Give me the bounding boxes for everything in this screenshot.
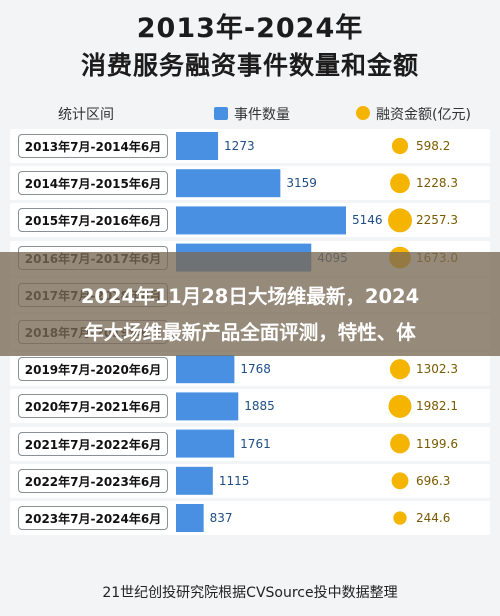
amount-dot: [391, 137, 409, 155]
amount-value-label: 1982.1: [416, 399, 458, 414]
amount-value-label: 244.6: [416, 511, 451, 525]
amount-value-label: 696.3: [416, 473, 451, 488]
period-label: 2013年7月-2014年6月: [18, 134, 168, 158]
count-bar: [176, 466, 213, 495]
headline-overlay: [0, 252, 500, 356]
amount-value-label: 2257.3: [416, 213, 458, 228]
period-label: 2022年7月-2023年6月: [18, 468, 168, 493]
chart-subtitle: 消费服务融资事件数量和金额: [80, 51, 419, 80]
legend-amount-swatch: [356, 106, 370, 120]
amount-value-label: 1302.3: [416, 362, 458, 377]
amount-dot: [391, 472, 409, 490]
amount-dot: [389, 359, 411, 380]
count-bar: [176, 355, 235, 384]
count-bar: [176, 206, 346, 235]
count-value-label: 1885: [244, 399, 275, 414]
count-value-label: 1115: [218, 473, 250, 488]
amount-value-label: 1228.3: [416, 176, 458, 191]
column-header-period: 统计区间: [58, 107, 114, 123]
amount-value-label: 1199.6: [416, 436, 458, 451]
count-bar: [176, 429, 235, 458]
count-value-label: 1761: [240, 436, 271, 451]
period-label: 2019年7月-2020年6月: [18, 357, 168, 382]
amount-dot: [390, 433, 410, 454]
amount-dot: [388, 208, 412, 233]
period-label: 2014年7月-2015年6月: [18, 171, 168, 196]
headline-line-1: 2024年11月28日大场维最新，2024: [80, 285, 420, 308]
legend-count-label: 事件数量: [234, 107, 290, 123]
count-value-label: 5146: [352, 213, 383, 228]
legend-amount-label: 融资金额(亿元): [376, 107, 471, 123]
amount-dot: [390, 173, 410, 194]
headline-line-2: 年大场维最新产品全面评测，特性、体: [84, 321, 416, 344]
source-note: 21世纪创投研究院根据CVSource投中数据整理: [102, 585, 398, 601]
period-label: 2023年7月-2024年6月: [18, 506, 168, 530]
amount-dot: [393, 511, 407, 525]
chart-title: 2013年-2024年: [136, 13, 364, 44]
count-value-label: 3159: [286, 176, 317, 191]
period-label: 2020年7月-2021年6月: [18, 394, 168, 419]
legend-count-swatch: [214, 107, 228, 120]
count-value-label: 1273: [224, 139, 255, 153]
count-value-label: 1768: [240, 362, 271, 377]
count-bar: [176, 169, 281, 198]
amount-value-label: 598.2: [416, 139, 451, 153]
count-value-label: 837: [209, 511, 233, 525]
period-label: 2015年7月-2016年6月: [18, 208, 168, 233]
count-bar: [176, 132, 219, 160]
period-label: 2021年7月-2022年6月: [18, 431, 168, 456]
count-bar: [176, 392, 239, 421]
count-bar: [176, 504, 204, 532]
amount-dot: [388, 394, 412, 418]
